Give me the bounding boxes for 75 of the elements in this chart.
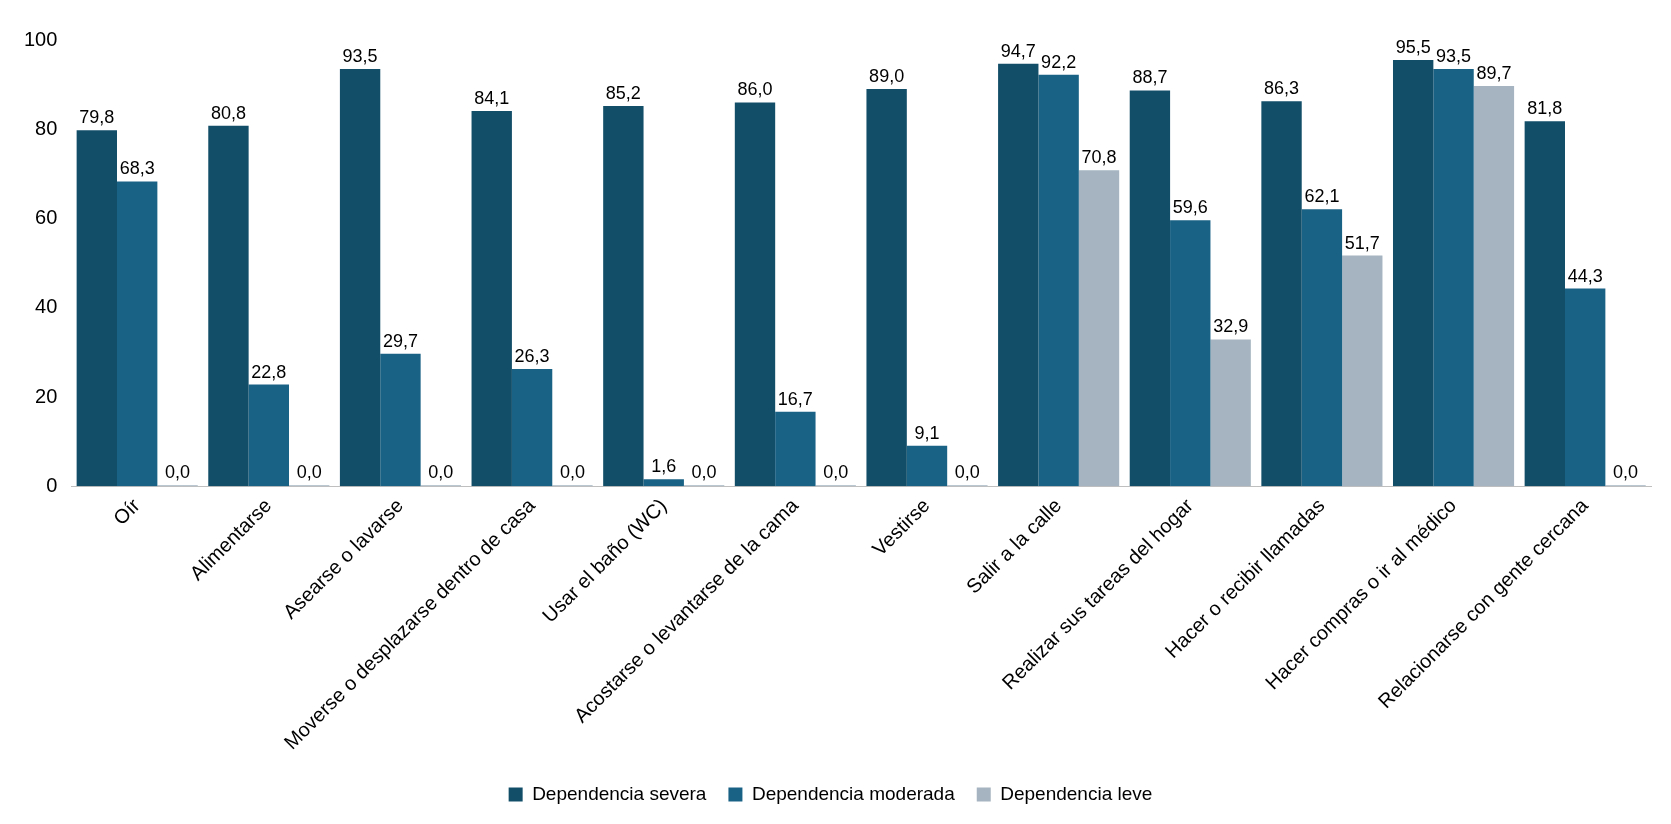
- bar: [906, 445, 948, 487]
- bar: [511, 368, 553, 487]
- legend-label: Dependencia moderada: [751, 782, 956, 804]
- bar: [734, 102, 776, 487]
- data-label: 81,8: [1527, 98, 1563, 119]
- bar: [866, 89, 907, 487]
- bar: [471, 110, 512, 487]
- bar: [208, 125, 249, 487]
- legend-label: Dependencia severa: [532, 782, 707, 804]
- data-label: 88,7: [1132, 67, 1168, 88]
- data-label: 95,5: [1395, 37, 1431, 58]
- data-label: 0,0: [691, 462, 717, 483]
- bar: [998, 63, 1039, 487]
- bar: [1038, 74, 1079, 487]
- data-label: 62,1: [1304, 186, 1340, 207]
- data-label: 0,0: [296, 462, 322, 483]
- data-label: 51,7: [1344, 232, 1380, 253]
- data-label: 0,0: [559, 462, 585, 483]
- bar: [1210, 339, 1251, 487]
- bar: [1433, 69, 1474, 487]
- data-label: 89,7: [1476, 62, 1512, 83]
- data-label: 93,5: [342, 45, 378, 66]
- bar: [1342, 255, 1383, 487]
- data-label: 44,3: [1567, 265, 1603, 286]
- data-label: 80,8: [210, 102, 246, 123]
- data-label: 93,5: [1436, 45, 1472, 66]
- x-tick-label: Oír: [108, 493, 145, 530]
- data-label: 79,8: [79, 107, 115, 128]
- y-tick-label: 40: [35, 295, 58, 318]
- data-label: 94,7: [1000, 40, 1036, 61]
- bar: [1261, 101, 1302, 487]
- bar: [248, 384, 290, 487]
- y-tick-label: 100: [23, 27, 58, 50]
- bar: [603, 106, 644, 487]
- data-label: 89,0: [869, 66, 905, 87]
- bar: [380, 353, 421, 487]
- bar: [1170, 220, 1211, 487]
- y-tick-label: 0: [46, 473, 58, 496]
- data-label: 59,6: [1172, 197, 1208, 218]
- bar: [339, 69, 381, 487]
- x-tick-label: Salir a la calle: [961, 493, 1066, 598]
- bar: [1301, 209, 1343, 487]
- data-label: 0,0: [954, 462, 980, 483]
- data-label: 22,8: [251, 361, 287, 382]
- data-label: 92,2: [1041, 51, 1077, 72]
- bar: [1078, 170, 1120, 487]
- data-label: 32,9: [1213, 316, 1249, 337]
- bar: [1129, 90, 1171, 487]
- data-label: 0,0: [428, 462, 454, 483]
- bar: [775, 411, 816, 487]
- data-label: 70,8: [1081, 147, 1117, 168]
- bar: [1565, 288, 1606, 487]
- data-label: 1,6: [651, 456, 677, 477]
- bar: [1524, 121, 1565, 487]
- y-tick-label: 60: [35, 206, 58, 229]
- y-tick-label: 80: [35, 116, 58, 139]
- data-label: 86,0: [737, 79, 773, 100]
- bar: [1473, 85, 1515, 487]
- data-label: 85,2: [605, 83, 641, 104]
- data-label: 29,7: [382, 330, 418, 351]
- bar: [76, 130, 117, 487]
- data-label: 0,0: [823, 462, 849, 483]
- data-label: 0,0: [165, 462, 191, 483]
- data-label: 16,7: [777, 388, 813, 409]
- legend-label: Dependencia leve: [1000, 782, 1153, 804]
- data-label: 84,1: [474, 87, 510, 108]
- data-label: 68,3: [119, 158, 155, 179]
- data-label: 26,3: [514, 345, 550, 366]
- data-label: 0,0: [1613, 462, 1639, 483]
- data-label: 9,1: [914, 422, 940, 443]
- bar: [117, 181, 158, 487]
- y-tick-label: 20: [35, 384, 58, 407]
- bar: [643, 479, 684, 487]
- data-label: 86,3: [1264, 78, 1300, 99]
- bar: [1392, 60, 1434, 487]
